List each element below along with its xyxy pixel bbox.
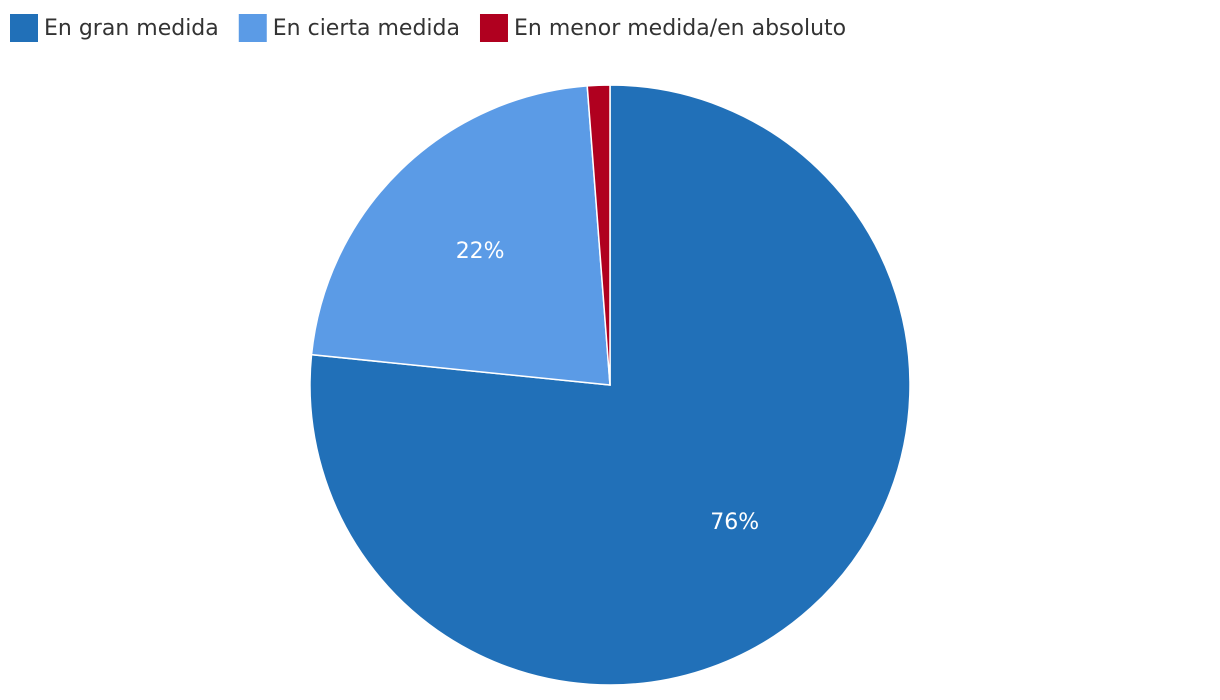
legend-label: En menor medida/en absoluto	[514, 16, 846, 41]
pie-slice	[310, 85, 611, 386]
legend-label: En cierta medida	[273, 16, 460, 41]
data-label: 22%	[456, 239, 505, 264]
data-label: 76%	[710, 510, 759, 535]
legend-swatch	[10, 14, 38, 42]
legend-swatch	[479, 14, 508, 42]
legend-label: En gran medida	[44, 16, 219, 41]
legend-swatch	[238, 14, 267, 42]
pie-slice	[586, 84, 611, 386]
